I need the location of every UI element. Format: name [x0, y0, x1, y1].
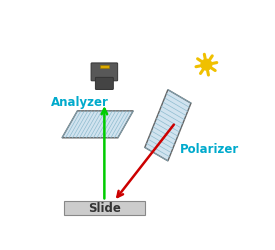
- Polygon shape: [145, 90, 191, 161]
- Text: Slide: Slide: [88, 202, 121, 214]
- Circle shape: [201, 59, 212, 70]
- Polygon shape: [64, 201, 145, 215]
- Bar: [100, 65, 109, 68]
- Text: Analyzer: Analyzer: [51, 96, 108, 109]
- Text: Polarizer: Polarizer: [179, 143, 239, 156]
- FancyBboxPatch shape: [95, 77, 113, 90]
- Polygon shape: [62, 111, 133, 138]
- FancyBboxPatch shape: [91, 63, 118, 81]
